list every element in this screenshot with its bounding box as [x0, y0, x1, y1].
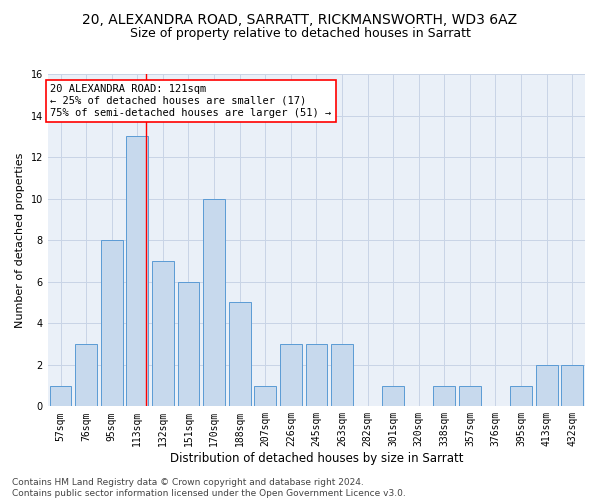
Text: Size of property relative to detached houses in Sarratt: Size of property relative to detached ho… — [130, 28, 470, 40]
X-axis label: Distribution of detached houses by size in Sarratt: Distribution of detached houses by size … — [170, 452, 463, 465]
Bar — [203, 198, 225, 406]
Bar — [459, 386, 481, 406]
Bar — [280, 344, 302, 406]
Bar — [101, 240, 122, 406]
Text: 20, ALEXANDRA ROAD, SARRATT, RICKMANSWORTH, WD3 6AZ: 20, ALEXANDRA ROAD, SARRATT, RICKMANSWOR… — [82, 12, 518, 26]
Bar — [178, 282, 199, 406]
Bar — [510, 386, 532, 406]
Bar — [229, 302, 251, 406]
Bar — [152, 261, 174, 406]
Bar — [433, 386, 455, 406]
Bar — [562, 365, 583, 406]
Text: Contains HM Land Registry data © Crown copyright and database right 2024.
Contai: Contains HM Land Registry data © Crown c… — [12, 478, 406, 498]
Bar — [75, 344, 97, 406]
Bar — [382, 386, 404, 406]
Bar — [331, 344, 353, 406]
Bar — [536, 365, 557, 406]
Bar — [254, 386, 276, 406]
Bar — [305, 344, 327, 406]
Bar — [127, 136, 148, 406]
Bar — [50, 386, 71, 406]
Text: 20 ALEXANDRA ROAD: 121sqm
← 25% of detached houses are smaller (17)
75% of semi-: 20 ALEXANDRA ROAD: 121sqm ← 25% of detac… — [50, 84, 332, 117]
Y-axis label: Number of detached properties: Number of detached properties — [15, 152, 25, 328]
